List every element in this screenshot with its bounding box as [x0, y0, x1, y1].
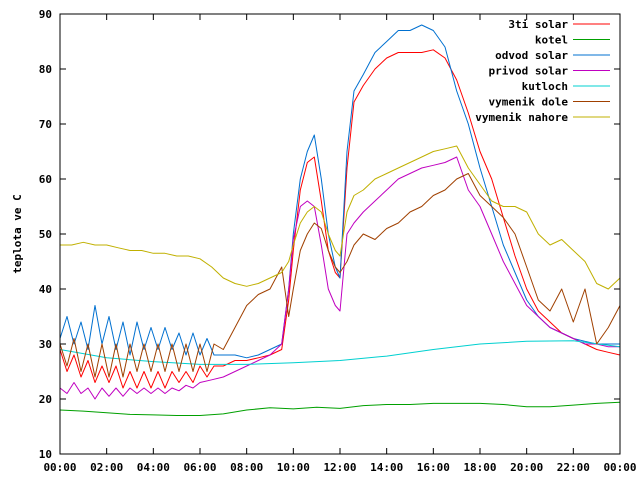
series-line-vymenik-nahore [60, 145, 621, 290]
legend-label: vymenik nahore [475, 111, 568, 124]
y-tick-label: 70 [39, 118, 52, 131]
series-line-odvod-solar [59, 24, 620, 359]
legend-label: vymenik dole [489, 96, 569, 109]
x-tick-label: 12:00 [323, 461, 356, 474]
legend-label: odvod solar [495, 49, 568, 62]
y-axis-label: teplota ve C [11, 194, 24, 273]
series-lines [59, 24, 621, 416]
legend-label: 3ti solar [508, 18, 568, 31]
x-tick-label: 02:00 [90, 461, 123, 474]
legend: 3ti solar kotel odvod solar privod solar kut… [475, 18, 610, 124]
x-tick-label: 00:00 [43, 461, 76, 474]
x-tick-label: 00:00 [603, 461, 636, 474]
y-tick-label: 50 [39, 228, 52, 241]
legend-label: kutloch [522, 80, 568, 93]
y-tick-label: 60 [39, 173, 52, 186]
y-tick-label: 40 [39, 283, 52, 296]
x-tick-label: 10:00 [277, 461, 310, 474]
x-tick-label: 04:00 [137, 461, 170, 474]
y-tick-label: 30 [39, 338, 52, 351]
x-tick-label: 14:00 [370, 461, 403, 474]
x-tick-label: 20:00 [510, 461, 543, 474]
y-tick-label: 90 [39, 8, 52, 21]
y-tick-label: 80 [39, 63, 52, 76]
x-tick-label: 22:00 [557, 461, 590, 474]
series-line-privod-solar [59, 156, 620, 400]
series-line-kotel [59, 401, 621, 416]
axis-ticks: 00:00 02:00 04:00 06:00 08:00 10:00 12:00 14:00… [39, 8, 637, 474]
y-tick-label: 20 [39, 393, 52, 406]
legend-label: kotel [535, 34, 568, 47]
series-line-vymenik-dole [59, 173, 621, 378]
x-tick-label: 06:00 [183, 461, 216, 474]
x-tick-label: 16:00 [417, 461, 450, 474]
x-tick-label: 18:00 [463, 461, 496, 474]
plot-frame [59, 13, 621, 455]
legend-label: privod solar [489, 65, 569, 78]
x-tick-label: 08:00 [230, 461, 263, 474]
y-tick-label: 10 [39, 448, 52, 461]
